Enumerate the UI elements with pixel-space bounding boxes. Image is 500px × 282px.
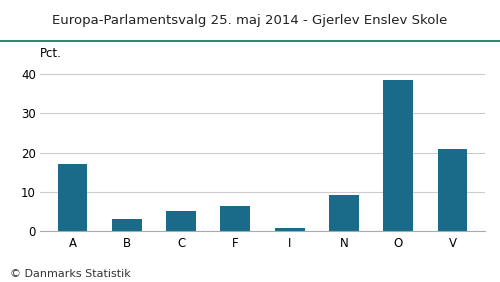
Bar (220, 206, 250, 231)
Bar (112, 219, 142, 231)
Text: © Danmarks Statistik: © Danmarks Statistik (10, 269, 131, 279)
Bar (329, 195, 359, 231)
Bar (383, 80, 413, 231)
Bar (438, 149, 468, 231)
Text: Pct.: Pct. (40, 47, 62, 60)
Bar (274, 228, 304, 231)
Bar (166, 211, 196, 231)
Text: Europa-Parlamentsvalg 25. maj 2014 - Gjerlev Enslev Skole: Europa-Parlamentsvalg 25. maj 2014 - Gje… (52, 14, 448, 27)
Bar (58, 164, 88, 231)
